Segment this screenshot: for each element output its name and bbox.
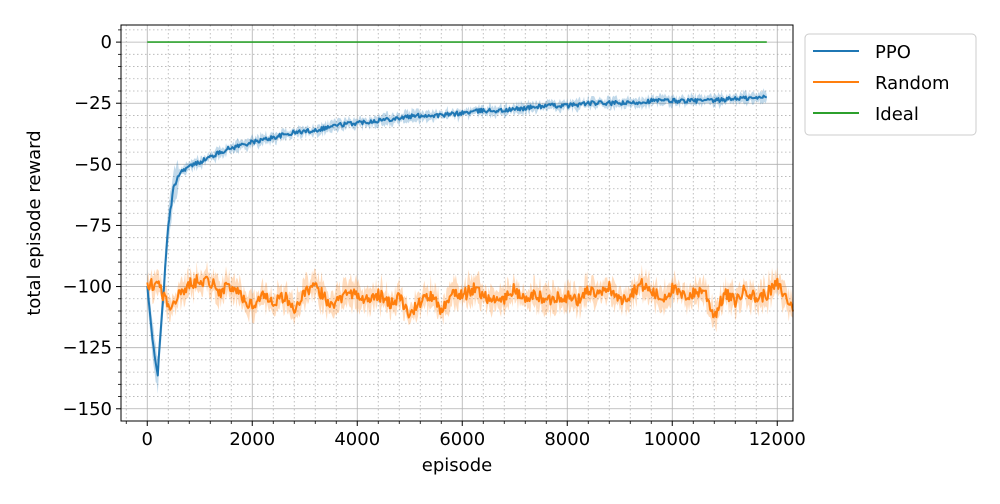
legend-label-ppo: PPO xyxy=(875,42,911,63)
x-axis-label: episode xyxy=(422,455,492,476)
y-tick-label: −125 xyxy=(63,338,112,359)
x-tick-label: 12000 xyxy=(749,429,806,450)
y-axis-label: total episode reward xyxy=(24,130,45,315)
x-tick-label: 0 xyxy=(142,429,153,450)
x-tick-label: 10000 xyxy=(644,429,701,450)
series-line-ppo xyxy=(146,94,767,377)
x-tick-label: 4000 xyxy=(334,429,380,450)
major-grid xyxy=(121,25,793,421)
y-tick-label: −100 xyxy=(63,277,112,298)
legend: PPO Random Ideal xyxy=(804,33,977,136)
y-tick-label: −25 xyxy=(74,93,112,114)
legend-label-ideal: Ideal xyxy=(875,104,919,125)
band-random xyxy=(147,261,794,333)
y-tick-label: −75 xyxy=(74,215,112,236)
series-line-random xyxy=(146,274,794,319)
minor-grid xyxy=(121,25,793,421)
x-tick-label: 2000 xyxy=(229,429,275,450)
legend-label-random: Random xyxy=(875,73,950,94)
axis-ticks: 0 2000 4000 6000 8000 10000 12000 0 −25 −50 −75 −10… xyxy=(63,29,806,450)
y-tick-label: −150 xyxy=(63,399,112,420)
legend-box xyxy=(804,33,977,136)
series-lines xyxy=(146,41,794,377)
y-tick-label: 0 xyxy=(101,32,112,53)
plot-frame xyxy=(120,24,794,422)
x-tick-label: 8000 xyxy=(544,429,590,450)
x-tick-label: 6000 xyxy=(439,429,485,450)
y-tick-label: −50 xyxy=(74,154,112,175)
confidence-bands xyxy=(147,88,794,394)
